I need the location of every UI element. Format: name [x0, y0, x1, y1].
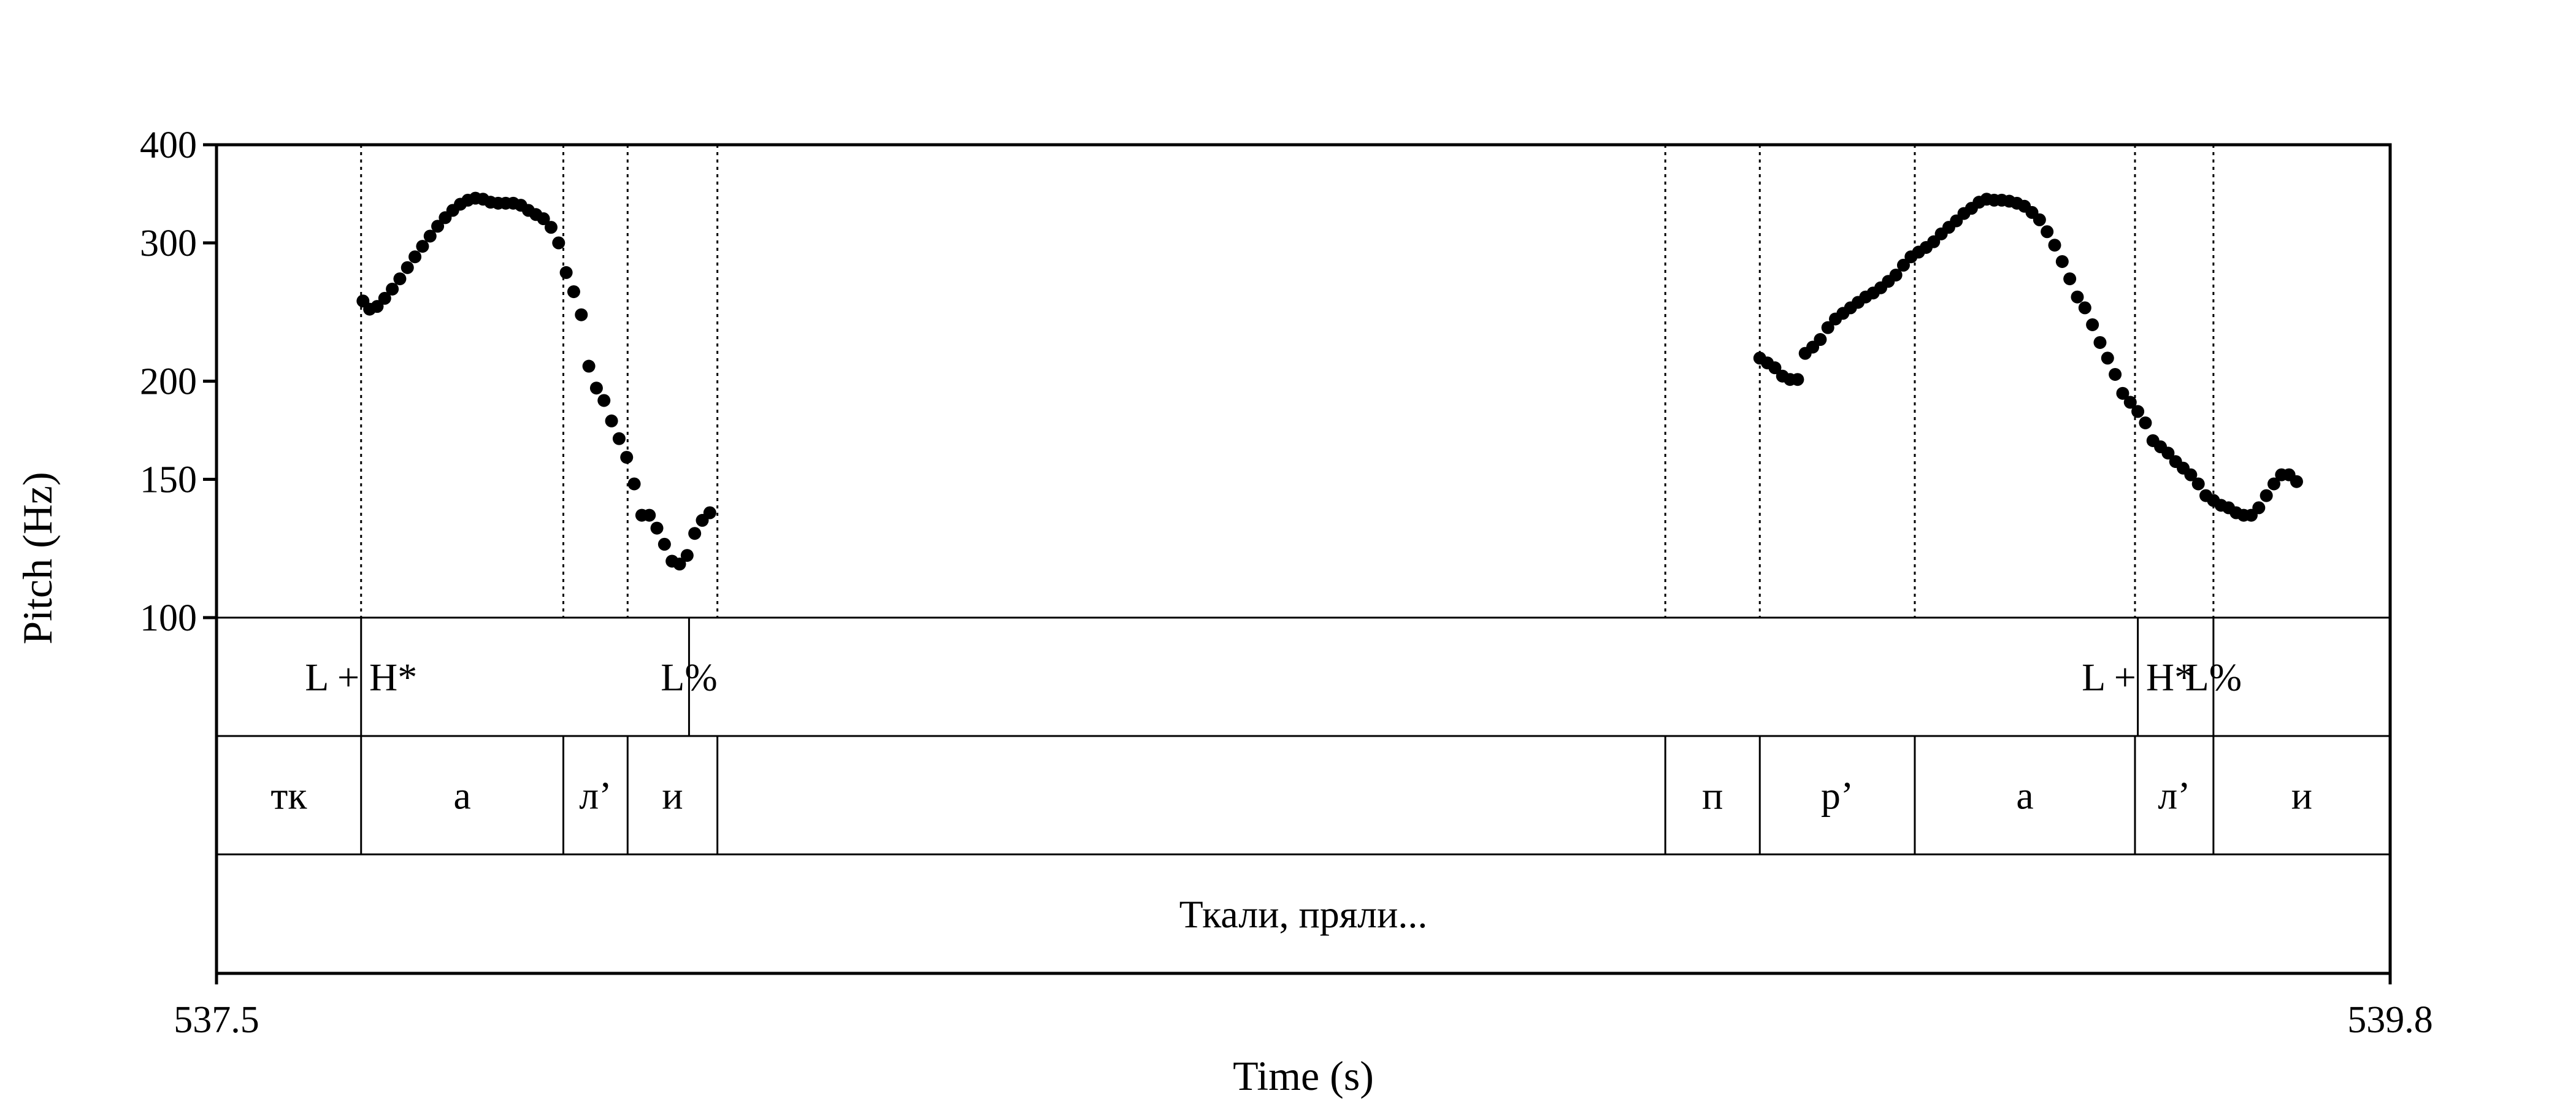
- pitch-point: [386, 282, 399, 296]
- pitch-point: [680, 549, 694, 562]
- pitch-point: [431, 220, 445, 233]
- pitch-point: [544, 221, 558, 234]
- segment-label: и: [2291, 774, 2312, 818]
- pitch-point: [1821, 321, 1834, 334]
- x-tick-label: 537.5: [174, 999, 259, 1041]
- pitch-point: [2267, 477, 2280, 491]
- pitch-point: [605, 414, 618, 427]
- pitch-point: [643, 508, 656, 522]
- pitch-point: [552, 236, 565, 250]
- pitch-point: [567, 285, 580, 299]
- pitch-point: [2131, 405, 2145, 418]
- tone-label: L + H*: [2082, 656, 2194, 699]
- pitch-point: [2252, 501, 2266, 515]
- pitch-point: [2109, 367, 2122, 381]
- pitch-point: [582, 359, 596, 373]
- pitch-point: [620, 451, 634, 464]
- pitch-point: [2033, 213, 2046, 226]
- pitch-point: [2086, 318, 2099, 331]
- segment-label: п: [1702, 774, 1723, 818]
- pitch-point: [589, 381, 603, 395]
- y-axis-title: Pitch (Hz): [14, 472, 61, 644]
- pitch-point: [393, 272, 407, 286]
- pitch-point: [2139, 416, 2152, 429]
- pitch-point: [1889, 268, 1903, 282]
- pitch-point: [537, 212, 550, 226]
- pitch-point: [2048, 239, 2061, 252]
- pitch-point: [2116, 386, 2129, 400]
- pitch-point: [575, 308, 588, 321]
- pitch-point: [401, 261, 414, 274]
- pitch-guide-lines: [360, 145, 2215, 618]
- x-axis: 537.5 539.8: [174, 973, 2433, 1041]
- pitch-point: [2184, 468, 2198, 481]
- phrase-label: Ткали, пряли...: [1179, 892, 1428, 936]
- pitch-point: [688, 527, 702, 540]
- pitch-point: [2063, 272, 2077, 286]
- pitch-point: [2041, 225, 2054, 239]
- y-tick-label: 100: [140, 597, 197, 639]
- pitch-point: [1791, 373, 1804, 386]
- pitch-point: [416, 240, 429, 253]
- pitch-point: [1768, 361, 1782, 375]
- segment-label: л’: [579, 774, 611, 818]
- y-tick-label: 150: [140, 459, 197, 500]
- pitch-point: [378, 291, 391, 305]
- pitch-point: [597, 394, 611, 407]
- pitch-point: [703, 506, 716, 519]
- pitch-points: [356, 191, 2303, 571]
- plot-frame: [215, 143, 2392, 975]
- tone-label: L%: [2185, 656, 2242, 699]
- pitch-point: [2123, 396, 2137, 409]
- pitch-point: [1814, 333, 1827, 347]
- x-tick-label: 539.8: [2347, 999, 2433, 1041]
- y-tick-label: 300: [140, 223, 197, 264]
- pitch-point: [673, 558, 686, 571]
- pitch-point: [2191, 477, 2205, 491]
- pitch-point: [1896, 258, 1910, 272]
- y-tick-label: 400: [140, 125, 197, 166]
- pitch-point: [2093, 335, 2107, 349]
- pitch-point: [2161, 447, 2175, 460]
- pitch-point: [2260, 489, 2273, 502]
- pitch-point: [657, 537, 671, 551]
- x-axis-title: Time (s): [1233, 1052, 1374, 1099]
- segment-label: р’: [1821, 774, 1853, 818]
- segment-label: тк: [270, 774, 307, 818]
- segment-label: и: [662, 774, 683, 818]
- pitch-point: [2101, 351, 2114, 365]
- tone-label: L%: [661, 656, 717, 699]
- pitch-point: [2055, 255, 2069, 268]
- segment-label: а: [453, 774, 470, 818]
- pitch-point: [370, 300, 384, 313]
- pitch-point: [2290, 475, 2303, 488]
- pitch-point: [408, 250, 422, 264]
- segment-label: л’: [2158, 774, 2190, 818]
- pitch-point: [423, 229, 437, 243]
- pitch-point: [650, 521, 664, 535]
- pitch-point: [612, 432, 626, 445]
- pitch-point: [2071, 290, 2084, 304]
- pitch-point: [2078, 301, 2091, 315]
- tone-label: L + H*: [305, 656, 417, 699]
- segment-label: а: [2016, 774, 2033, 818]
- y-axis: 100 150 200 300 400: [140, 125, 217, 639]
- y-tick-label: 200: [140, 361, 197, 403]
- pitch-point: [627, 477, 641, 491]
- pitch-point: [559, 266, 573, 279]
